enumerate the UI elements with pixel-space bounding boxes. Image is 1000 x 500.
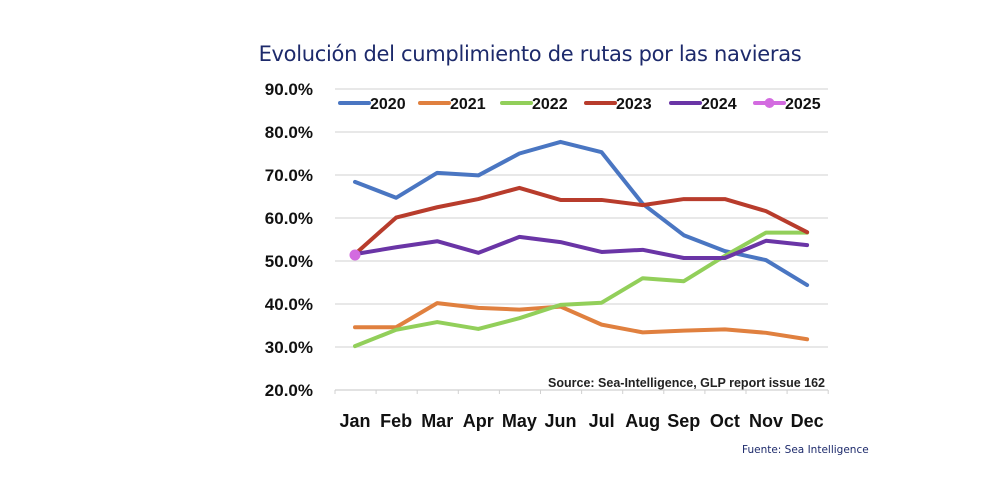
x-tick-label: Apr — [463, 411, 494, 431]
legend-label: 2025 — [785, 96, 821, 113]
legend-marker — [764, 98, 775, 108]
footer-credit: Fuente: Sea Intelligence — [742, 444, 869, 456]
y-tick-label: 90.0% — [265, 80, 313, 99]
legend-item-2024: 2024 — [669, 96, 737, 113]
gridlines — [335, 88, 828, 348]
series-line-2023 — [353, 185, 810, 257]
y-tick-label: 40.0% — [265, 295, 313, 314]
y-tick-label: 20.0% — [265, 381, 313, 400]
y-tick-label: 80.0% — [265, 123, 313, 142]
x-tick-label: Nov — [749, 411, 783, 431]
data-point-2025 — [349, 249, 361, 261]
y-tick-label: 50.0% — [265, 252, 313, 271]
legend-label: 2021 — [450, 96, 486, 113]
legend-label: 2023 — [616, 96, 652, 113]
legend-label: 2020 — [370, 96, 406, 113]
legend-item-2021: 2021 — [418, 96, 486, 113]
x-tick-label: Dec — [791, 411, 824, 431]
legend-item-2020: 2020 — [338, 96, 406, 113]
legend-item-2023: 2023 — [584, 96, 652, 113]
x-tick-label: Jul — [589, 411, 615, 431]
series-lines — [349, 139, 810, 349]
source-annotation: Source: Sea-Intelligence, GLP report iss… — [548, 376, 825, 390]
y-tick-label: 60.0% — [265, 209, 313, 228]
x-axis: Jan Feb Mar Apr May Jun Jul Aug Sep Oct Nov Dec — [334, 389, 829, 431]
legend-item-2025: 2025 — [753, 96, 821, 113]
legend-label: 2022 — [532, 96, 568, 113]
x-tick-label: Jan — [339, 411, 370, 431]
x-tick-label: May — [502, 411, 537, 431]
legend-item-2022: 2022 — [500, 96, 568, 113]
legend-label: 2024 — [701, 96, 737, 113]
series-line-2020 — [353, 139, 810, 288]
y-tick-label: 70.0% — [265, 166, 313, 185]
x-tick-label: Feb — [380, 411, 412, 431]
x-tick-label: Jun — [544, 411, 576, 431]
y-axis: 20.0% 30.0% 40.0% 50.0% 60.0% 70.0% 80.0% 90.0% — [265, 80, 313, 400]
x-tick-label: Oct — [710, 411, 740, 431]
x-tick-label: Mar — [421, 411, 453, 431]
legend: 2020 2021 2022 2023 2024 2025 — [338, 96, 821, 113]
series-line-2021 — [353, 301, 810, 342]
series-line-2024 — [353, 234, 810, 260]
y-tick-label: 30.0% — [265, 338, 313, 357]
x-tick-label: Sep — [667, 411, 700, 431]
series-line-2022 — [353, 230, 810, 349]
chart-title: Evolución del cumplimiento de rutas por … — [258, 42, 802, 66]
x-tick-label: Aug — [625, 411, 660, 431]
